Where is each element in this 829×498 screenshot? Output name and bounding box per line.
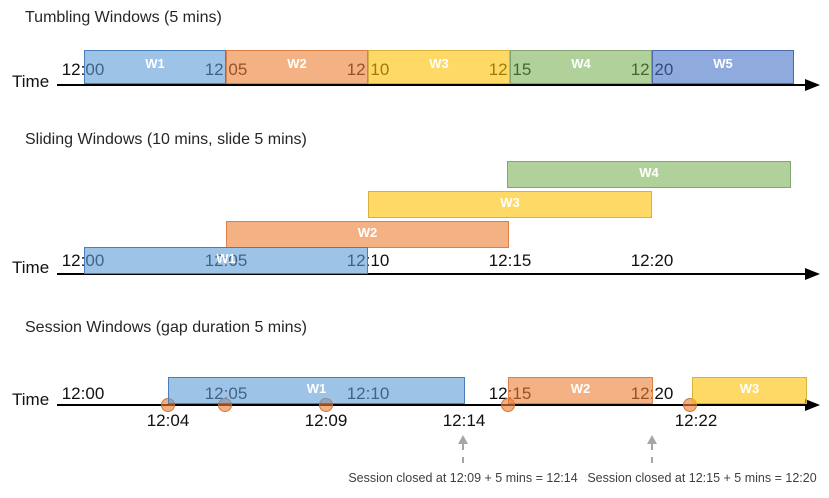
window-label-w4: W4 — [571, 56, 591, 71]
event-time-12-04: 12:04 — [146, 411, 190, 430]
annotation-arrow-icon — [458, 435, 468, 444]
session-axis-arrow-icon — [805, 399, 820, 411]
tumbling-window-w4: W4 — [510, 50, 652, 84]
session-window-w1: W1 — [168, 377, 465, 404]
session-tick-12-00: 12:00 — [61, 384, 105, 403]
sliding-window-w1: W1 — [84, 247, 368, 274]
close-time-12-14: 12:14 — [442, 411, 486, 430]
window-label-w1: W1 — [216, 251, 236, 266]
annotation-arrow-icon — [647, 435, 657, 444]
session-time-axis-label: Time — [12, 390, 50, 409]
session-time-axis — [57, 404, 807, 406]
sliding-time-axis — [57, 273, 807, 275]
window-label-w5: W5 — [713, 56, 733, 71]
session-close-annotation-2: Session closed at 12:15 + 5 mins = 12:20 — [587, 471, 817, 485]
session-window-w2: W2 — [508, 377, 653, 404]
annotation-arrow-dash — [651, 444, 653, 463]
annotation-arrow-dash — [462, 444, 464, 463]
tumbling-window-w2: W2 — [226, 50, 368, 84]
sliding-window-w2: W2 — [226, 221, 509, 248]
window-label-w2: W2 — [357, 225, 378, 240]
window-label-w3: W3 — [429, 56, 449, 71]
sliding-window-w4: W4 — [507, 161, 791, 188]
event-time-12-22: 12:22 — [674, 411, 718, 430]
session-window-w3: W3 — [692, 377, 807, 404]
tumbling-window-w5: W5 — [652, 50, 794, 84]
tumbling-time-axis — [57, 84, 807, 86]
window-label-w4: W4 — [639, 165, 659, 180]
sliding-time-axis-label: Time — [12, 258, 50, 277]
sliding-tick-12-20: 12:20 — [630, 251, 674, 270]
sliding-window-w3: W3 — [368, 191, 652, 218]
window-label-w2: W2 — [570, 381, 591, 396]
window-label-w1: W1 — [145, 56, 165, 71]
tumbling-window-w3: W3 — [368, 50, 510, 84]
tumbling-time-axis-label: Time — [12, 72, 50, 91]
tumbling-title: Tumbling Windows (5 mins) — [25, 9, 222, 26]
session-title: Session Windows (gap duration 5 mins) — [25, 319, 307, 336]
tumbling-window-w1: W1 — [84, 50, 226, 84]
tumbling-axis-arrow-icon — [805, 79, 820, 91]
session-close-annotation-1: Session closed at 12:09 + 5 mins = 12:14 — [348, 471, 578, 485]
window-label-w1: W1 — [306, 381, 327, 396]
sliding-tick-12-15: 12:15 — [488, 251, 532, 270]
event-time-12-09: 12:09 — [304, 411, 348, 430]
window-label-w3: W3 — [739, 381, 760, 396]
sliding-title: Sliding Windows (10 mins, slide 5 mins) — [25, 131, 307, 148]
window-label-w3: W3 — [500, 195, 520, 210]
sliding-axis-arrow-icon — [805, 268, 820, 280]
window-label-w2: W2 — [287, 56, 307, 71]
